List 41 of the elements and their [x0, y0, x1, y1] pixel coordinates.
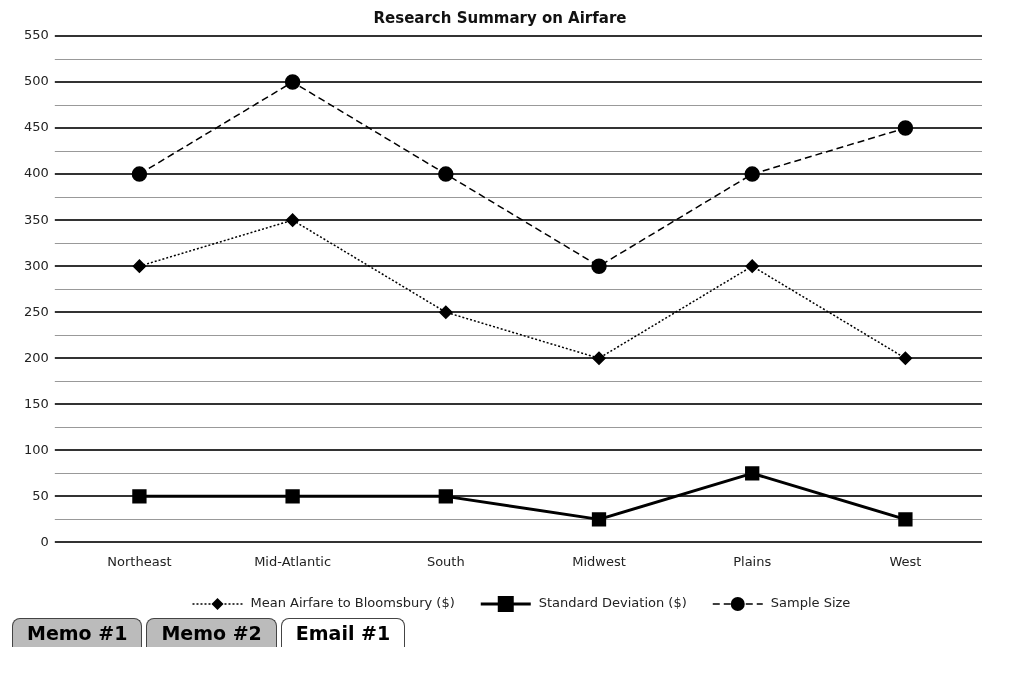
point: [591, 512, 607, 527]
x-tick-label: Northeast: [107, 553, 172, 569]
point: [898, 512, 913, 527]
point: [591, 258, 607, 274]
legend-label: Standard Deviation ($): [538, 595, 687, 611]
chart-title: Research Summary on Airfare: [373, 8, 627, 27]
y-tick-label: 450: [23, 119, 49, 135]
point: [745, 259, 759, 273]
point: [897, 120, 914, 136]
point: [132, 489, 147, 504]
point: [744, 166, 760, 182]
point: [131, 166, 148, 182]
text: Email #1: [280, 618, 406, 647]
x-tick-label: Mid-Atlantic: [254, 553, 332, 569]
point: [438, 489, 453, 504]
y-tick-label: 300: [23, 257, 49, 273]
y-tick-label: 350: [23, 211, 49, 227]
point: [284, 74, 301, 90]
y-tick-label: 150: [23, 395, 49, 411]
x-tick-label: West: [889, 553, 922, 569]
point: [285, 213, 300, 227]
point: [438, 166, 454, 182]
legend-label: Sample Size: [770, 595, 851, 611]
point: [745, 466, 760, 481]
legend-label: Mean Airfare to Bloomsbury ($): [250, 595, 455, 611]
y-tick-label: 100: [23, 441, 49, 457]
point: [592, 351, 606, 366]
y-tick-label: 200: [23, 349, 49, 365]
y-tick-label: 250: [23, 303, 49, 319]
y-tick-label: 500: [23, 73, 49, 89]
x-tick-label: Midwest: [572, 553, 626, 569]
x-tick-label: Plains: [733, 553, 772, 569]
point: [132, 259, 147, 273]
x-tick-label: South: [426, 553, 465, 569]
point: [285, 489, 300, 504]
point: [898, 351, 913, 366]
point: [439, 305, 453, 319]
y-tick-label: 50: [32, 487, 49, 503]
y-tick-label: 0: [40, 533, 49, 549]
y-tick-label: 400: [23, 165, 49, 181]
y-tick-label: 550: [23, 27, 49, 43]
